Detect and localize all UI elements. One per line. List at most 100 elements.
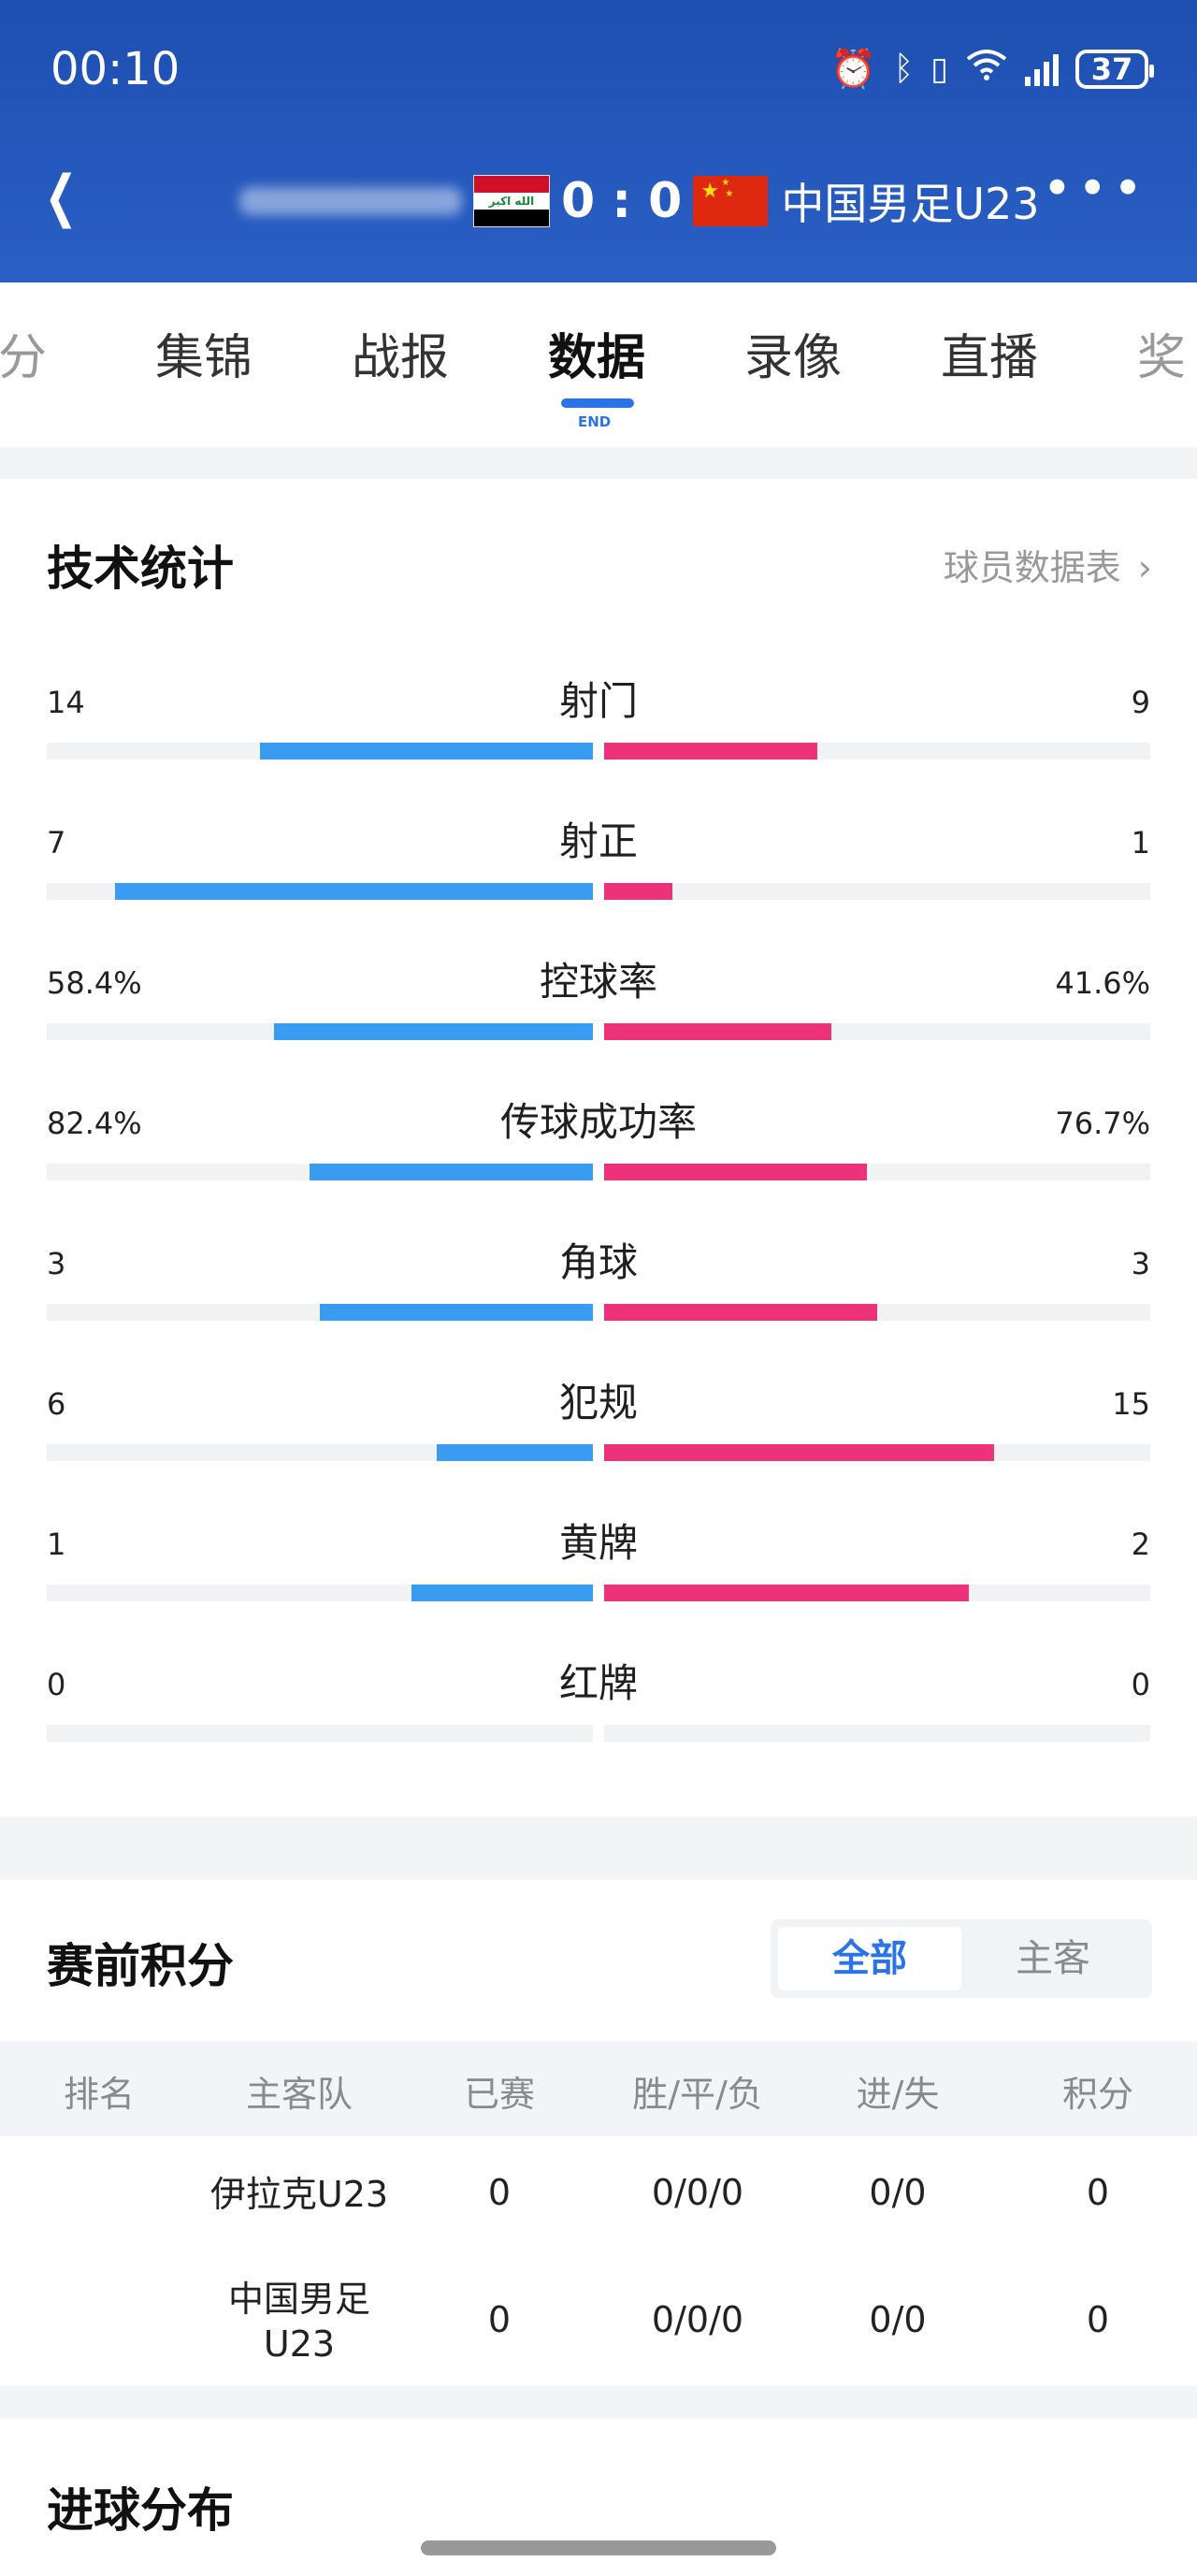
cell-wdl: 0/0/0 xyxy=(651,2299,744,2340)
tab-live[interactable]: 直播 xyxy=(941,330,1039,386)
tab-data[interactable]: 数据 xyxy=(548,330,646,386)
col-rank: 排名 xyxy=(63,2074,135,2115)
home-bar-fill xyxy=(115,883,593,900)
col-team: 主客队 xyxy=(245,2074,353,2115)
away-bar-fill xyxy=(604,1444,994,1461)
home-bar-fill xyxy=(437,1444,593,1461)
tab-end-badge: END xyxy=(578,413,612,430)
china-flag-icon: ★ ★ ★ xyxy=(693,176,769,226)
stat-away-value: 1 xyxy=(1131,825,1150,861)
cell-played: 0 xyxy=(487,2172,512,2213)
away-bar-fill xyxy=(604,1304,877,1321)
toggle-home-away[interactable]: 主客 xyxy=(1016,1937,1090,1980)
home-bar-fill xyxy=(260,743,593,760)
stat-home-value: 7 xyxy=(47,825,66,861)
iraq-flag-icon: الله اكبر xyxy=(473,175,550,227)
home-bar-fill xyxy=(411,1585,593,1601)
player-stats-link-label: 球员数据表 xyxy=(943,547,1121,588)
tab-partial-right[interactable]: 奖 xyxy=(1137,330,1187,386)
chevron-right-icon: › xyxy=(1137,547,1152,588)
away-bar-track xyxy=(604,1023,1150,1040)
col-points: 积分 xyxy=(1061,2074,1133,2115)
match-score-line: الله اكبر 0 : 0 ★ ★ ★ 中国男足U23 xyxy=(239,168,1040,234)
toggle-all[interactable]: 全部 xyxy=(778,1927,961,1990)
bluetooth-icon: ᛒ xyxy=(893,50,915,88)
cell-goals: 0/0 xyxy=(869,2172,927,2213)
tab-replay[interactable]: 录像 xyxy=(744,330,843,386)
home-bar-track xyxy=(47,1304,593,1321)
col-goals: 进/失 xyxy=(856,2074,940,2115)
stat-label: 射正 xyxy=(558,818,638,864)
active-tab-indicator xyxy=(561,398,634,408)
table-row[interactable]: 中国男足U23 0 0/0/0 0/0 0 xyxy=(0,2277,1197,2380)
home-indicator-bar[interactable] xyxy=(421,2540,776,2555)
away-bar-track xyxy=(604,1444,1150,1461)
stat-away-value: 2 xyxy=(1131,1527,1150,1562)
away-bar-fill xyxy=(604,1164,867,1180)
match-score: 0 : 0 xyxy=(561,173,683,229)
stat-row: 犯规 6 15 xyxy=(0,1371,1197,1493)
tab-highlights[interactable]: 集锦 xyxy=(155,330,253,386)
cell-team: 中国男足U23 xyxy=(227,2279,370,2365)
tab-partial-left[interactable]: 分 xyxy=(0,330,48,386)
standings-header-row: 排名 主客队 已赛 胜/平/负 进/失 积分 xyxy=(0,2041,1197,2136)
vibrate-icon: ▯ xyxy=(930,50,948,88)
stat-home-value: 58.4% xyxy=(47,965,142,1001)
tab-report[interactable]: 战报 xyxy=(352,330,450,386)
home-bar-track xyxy=(47,1023,593,1040)
away-bar-track xyxy=(604,1304,1150,1321)
stat-home-value: 82.4% xyxy=(47,1106,142,1141)
standings-title: 赛前积分 xyxy=(47,1939,234,1993)
stat-label: 犯规 xyxy=(558,1380,638,1425)
wifi-icon xyxy=(965,48,1008,91)
away-bar-fill xyxy=(604,883,672,900)
stat-away-value: 3 xyxy=(1131,1246,1150,1281)
stat-home-value: 3 xyxy=(47,1246,66,1281)
away-bar-track xyxy=(604,1164,1150,1180)
home-bar-fill xyxy=(274,1023,593,1040)
away-bar-fill xyxy=(604,1585,969,1601)
more-options-button[interactable]: ••• xyxy=(1042,159,1148,218)
cell-points: 0 xyxy=(1086,2299,1110,2340)
cell-played: 0 xyxy=(487,2299,512,2340)
away-bar-track xyxy=(604,1725,1150,1742)
col-played: 已赛 xyxy=(463,2074,535,2115)
table-row[interactable]: 伊拉克U23 0 0/0/0 0/0 0 xyxy=(0,2172,1197,2275)
home-bar-fill xyxy=(310,1164,593,1180)
stat-row: 射正 7 1 xyxy=(0,810,1197,932)
stat-label: 角球 xyxy=(558,1239,638,1285)
battery-icon: 37 xyxy=(1075,49,1154,89)
home-bar-track xyxy=(47,743,593,760)
player-stats-link[interactable]: 球员数据表 › xyxy=(944,539,1152,590)
cell-team: 伊拉克U23 xyxy=(209,2174,389,2215)
stat-row: 控球率 58.4% 41.6% xyxy=(0,950,1197,1072)
standings-toggle: 全部 主客 xyxy=(771,1919,1152,1998)
home-bar-track xyxy=(47,1164,593,1180)
stat-label: 射门 xyxy=(558,678,638,724)
home-bar-track xyxy=(47,1585,593,1601)
stat-home-value: 14 xyxy=(47,685,85,720)
cell-points: 0 xyxy=(1086,2172,1110,2213)
stat-away-value: 76.7% xyxy=(1055,1106,1150,1141)
away-team-name: 中国男足U23 xyxy=(781,179,1040,229)
stat-away-value: 9 xyxy=(1131,685,1150,720)
back-button[interactable]: ❮ xyxy=(44,164,78,229)
stat-label: 红牌 xyxy=(558,1660,638,1706)
cell-wdl: 0/0/0 xyxy=(651,2172,744,2213)
tab-bar: 分 集锦 战报 数据 录像 直播 奖 xyxy=(0,282,1197,447)
stat-label: 黄牌 xyxy=(558,1520,638,1566)
alarm-icon: ⏰ xyxy=(829,48,877,91)
cell-goals: 0/0 xyxy=(869,2299,927,2340)
status-icons: ⏰ ᛒ ▯ 37 xyxy=(829,47,1154,91)
match-header: 00:10 ⏰ ᛒ ▯ 37 ❮ الله اكبر 0 : 0 ★ ★ ★ 中国男… xyxy=(0,0,1197,282)
away-bar-track xyxy=(604,883,1150,900)
home-bar-track xyxy=(47,1725,593,1742)
stat-row: 射门 14 9 xyxy=(0,670,1197,791)
stat-label: 控球率 xyxy=(539,959,657,1005)
stat-row: 红牌 0 0 xyxy=(0,1652,1197,1773)
stat-row: 角球 3 3 xyxy=(0,1231,1197,1353)
stat-home-value: 0 xyxy=(47,1667,66,1702)
away-bar-track xyxy=(604,1585,1150,1601)
goal-distribution-title: 进球分布 xyxy=(47,2483,234,2538)
stat-row: 黄牌 1 2 xyxy=(0,1512,1197,1633)
